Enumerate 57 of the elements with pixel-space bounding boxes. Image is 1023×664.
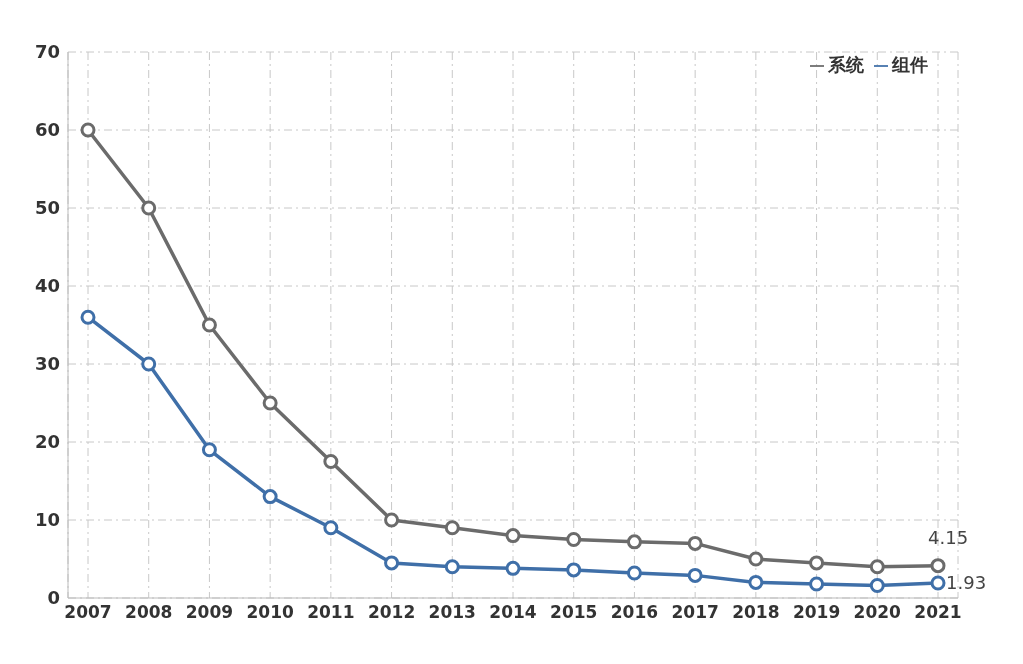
- y-tick-label: 0: [47, 587, 60, 609]
- point: [80, 309, 96, 325]
- legend-label: 系统: [828, 54, 864, 75]
- point: [626, 534, 642, 550]
- point: [201, 442, 217, 458]
- point: [626, 565, 642, 581]
- data-label: 1.93: [946, 571, 987, 593]
- point: [566, 532, 582, 547]
- x-tick-label: 2020: [853, 602, 902, 623]
- point: [323, 520, 339, 536]
- point: [687, 535, 703, 551]
- point: [748, 551, 764, 567]
- data-label: 4.15: [928, 526, 969, 548]
- y-tick-label: 60: [34, 119, 60, 141]
- legend-label: 组件: [892, 54, 928, 75]
- y-tick-label: 30: [34, 353, 60, 375]
- point: [384, 512, 400, 528]
- x-tick-label: 2016: [610, 602, 659, 623]
- x-tick-label: 2015: [550, 602, 598, 623]
- y-tick-label: 40: [34, 275, 60, 297]
- point: [505, 528, 521, 544]
- x-tick-label: 2014: [489, 602, 537, 623]
- point: [930, 558, 946, 574]
- x-tick-label: 2010: [246, 602, 294, 623]
- point: [384, 555, 400, 571]
- point: [566, 562, 582, 578]
- x-tick-label: 2018: [732, 602, 780, 623]
- point: [201, 317, 217, 333]
- point: [262, 489, 278, 505]
- x-tick-label: 2011: [307, 602, 355, 623]
- point: [869, 559, 885, 575]
- x-tick-label: 2019: [792, 602, 841, 623]
- x-tick-label: 2009: [185, 602, 234, 623]
- x-tick-label: 2012: [367, 602, 416, 623]
- point: [687, 567, 703, 583]
- point: [323, 454, 339, 469]
- x-tick-label: 2013: [428, 602, 476, 623]
- point: [505, 560, 521, 576]
- x-tick-label: 2008: [125, 602, 173, 623]
- point: [80, 122, 96, 138]
- x-tick-label: 2017: [671, 602, 719, 623]
- point: [869, 578, 885, 594]
- point: [141, 200, 157, 216]
- y-tick-label: 20: [34, 431, 60, 453]
- y-tick-label: 50: [34, 197, 60, 219]
- x-tick-label: 2021: [914, 602, 962, 623]
- y-tick-label: 10: [34, 509, 60, 531]
- point: [809, 555, 825, 571]
- point: [748, 574, 764, 590]
- point: [809, 576, 825, 592]
- x-tick-label: 2007: [64, 602, 112, 623]
- y-tick-label: 70: [34, 41, 60, 63]
- point: [141, 356, 157, 372]
- point: [262, 395, 278, 411]
- point: [930, 575, 946, 591]
- point: [444, 520, 460, 536]
- point: [444, 559, 460, 575]
